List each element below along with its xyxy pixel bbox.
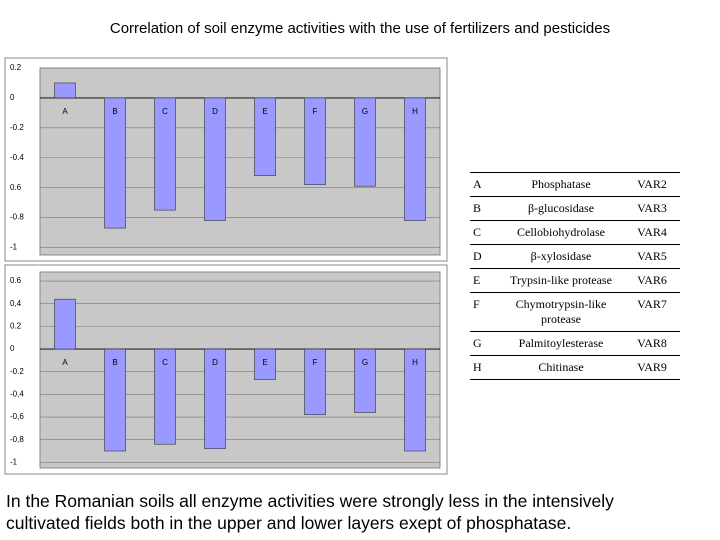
table-row: E Trypsin-like protease VAR6 <box>470 268 680 293</box>
y-tick-label: -1 <box>10 243 18 252</box>
variable: VAR2 <box>624 172 680 197</box>
table-row: G Palmitoylesterase VAR8 <box>470 331 680 356</box>
enzyme-name: β-xylosidase <box>498 244 624 269</box>
row-letter: E <box>470 268 498 293</box>
variable: VAR8 <box>624 331 680 356</box>
x-tick-label: D <box>212 358 218 367</box>
x-tick-label: H <box>412 107 418 116</box>
y-tick-label: 0.6 <box>10 276 22 285</box>
bar <box>304 348 326 416</box>
caption-line: cultivated fields both in the upper and … <box>6 513 572 533</box>
plot-area <box>39 271 441 469</box>
y-tick-label: -0.4 <box>10 153 24 162</box>
variable: VAR6 <box>624 268 680 293</box>
x-tick-label: H <box>412 358 418 367</box>
y-tick-label: -0.2 <box>10 123 24 132</box>
x-tick-label: C <box>162 107 168 116</box>
row-letter: D <box>470 244 498 269</box>
row-letter: B <box>470 196 498 221</box>
variable: VAR5 <box>624 244 680 269</box>
x-tick-label: D <box>212 107 218 116</box>
bar <box>54 82 76 99</box>
row-letter: G <box>470 331 498 356</box>
bar <box>154 348 176 445</box>
bar <box>254 348 276 380</box>
table-row: H Chitinase VAR9 <box>470 355 680 380</box>
y-tick-label: -0.2 <box>10 367 24 376</box>
enzyme-name: Chitinase <box>498 355 624 380</box>
row-letter: F <box>470 292 498 332</box>
x-tick-label: E <box>262 358 267 367</box>
bar <box>304 97 326 185</box>
charts: 0.2 0 -0.2 -0.4 0.6 -0.8 -1 A B C D E F G H 0.6 0,4 0.2 0 -… <box>4 57 448 475</box>
variable: VAR9 <box>624 355 680 380</box>
row-letter: C <box>470 220 498 245</box>
plot-area <box>39 67 441 256</box>
y-tick-label: 0 <box>10 93 15 102</box>
table-row: F Chymotrypsin-like protease VAR7 <box>470 292 680 332</box>
bar <box>104 348 126 452</box>
y-tick-label: 0.2 <box>10 321 22 330</box>
bar <box>404 97 426 221</box>
y-tick-label: 0.2 <box>10 63 22 72</box>
y-tick-label: -1 <box>10 457 18 466</box>
x-tick-label: A <box>62 358 68 367</box>
x-tick-label: E <box>262 107 267 116</box>
bar <box>104 97 126 229</box>
variable: VAR3 <box>624 196 680 221</box>
y-tick-label: -0,8 <box>10 435 24 444</box>
enzyme-name: Chymotrypsin-like protease <box>498 292 624 332</box>
enzyme-name: Cellobiohydrolase <box>498 220 624 245</box>
x-tick-label: G <box>362 358 368 367</box>
row-letter: A <box>470 172 498 197</box>
row-letter: H <box>470 355 498 380</box>
bar <box>404 348 426 452</box>
table-row: A Phosphatase VAR2 <box>470 172 680 197</box>
caption: In the Romanian soils all enzyme activit… <box>6 490 614 534</box>
bar <box>354 97 376 187</box>
y-tick-label: -0.8 <box>10 213 24 222</box>
bar <box>204 97 226 221</box>
x-tick-label: A <box>62 107 68 116</box>
y-tick-label: 0.6 <box>10 183 22 192</box>
bar <box>254 97 276 177</box>
enzyme-name: Phosphatase <box>498 172 624 197</box>
y-tick-label: 0,4 <box>10 299 22 308</box>
x-tick-label: B <box>112 107 117 116</box>
caption-line: In the Romanian soils all enzyme activit… <box>6 491 614 511</box>
variable: VAR7 <box>624 292 680 332</box>
variable: VAR4 <box>624 220 680 245</box>
x-tick-label: G <box>362 107 368 116</box>
x-tick-label: B <box>112 358 117 367</box>
y-tick-label: -0,6 <box>10 412 24 421</box>
x-tick-label: F <box>313 358 318 367</box>
y-tick-label: 0 <box>10 344 15 353</box>
bar <box>354 348 376 413</box>
enzyme-name: β-glucosidase <box>498 196 624 221</box>
slide-title: Correlation of soil enzyme activities wi… <box>109 20 611 37</box>
y-tick-label: -0,4 <box>10 389 24 398</box>
x-tick-label: C <box>162 358 168 367</box>
bar <box>204 348 226 450</box>
x-tick-label: F <box>313 107 318 116</box>
bar <box>54 298 76 350</box>
enzyme-name: Trypsin-like protease <box>498 268 624 293</box>
enzyme-name: Palmitoylesterase <box>498 331 624 356</box>
bar <box>154 97 176 211</box>
table-row: C Cellobiohydrolase VAR4 <box>470 220 680 245</box>
